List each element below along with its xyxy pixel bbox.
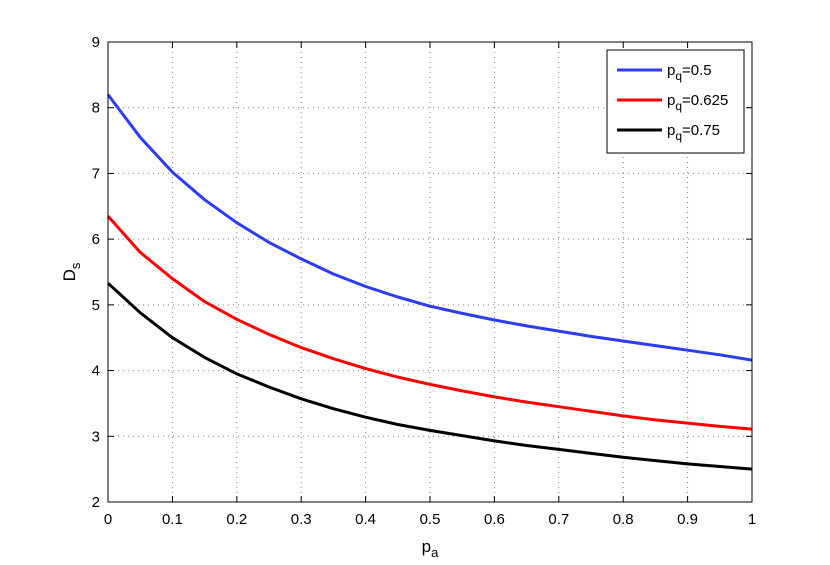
x-tick-label: 0.8	[613, 511, 634, 528]
x-axis-label-main: p	[422, 537, 431, 556]
legend-label-main: p	[667, 122, 675, 139]
y-tick-label: 5	[92, 297, 100, 314]
x-tick-label: 0.2	[226, 511, 247, 528]
x-tick-label: 0.4	[355, 511, 376, 528]
y-tick-label: 3	[92, 428, 100, 445]
y-tick-label: 4	[92, 363, 100, 380]
legend-label-rest: =0.5	[682, 62, 712, 79]
x-tick-label: 0.9	[677, 511, 698, 528]
y-tick-label: 2	[92, 494, 100, 511]
y-axis-label-text: Ds	[60, 262, 83, 281]
x-tick-label: 1	[748, 511, 756, 528]
x-tick-label: 0.6	[484, 511, 505, 528]
y-axis-label-sub: s	[68, 262, 83, 269]
x-axis-label-sub: a	[431, 545, 439, 560]
y-tick-label: 9	[92, 34, 100, 51]
legend-label-main: p	[667, 62, 675, 79]
y-axis-label-main: D	[60, 269, 79, 281]
series-line-2	[108, 283, 752, 469]
x-tick-label: 0.7	[548, 511, 569, 528]
legend-label-sub: q	[675, 69, 682, 83]
x-axis-label: pa	[422, 537, 439, 560]
x-tick-label: 0.1	[162, 511, 183, 528]
legend-label-rest: =0.75	[682, 122, 720, 139]
legend-label-main: p	[667, 92, 675, 109]
legend-label-sub: q	[675, 129, 682, 143]
x-tick-label: 0	[104, 511, 112, 528]
legend-label-sub: q	[675, 99, 682, 113]
x-tick-label: 0.3	[291, 511, 312, 528]
legend-label-rest: =0.625	[682, 92, 728, 109]
y-axis-label: Ds	[60, 262, 83, 281]
y-tick-label: 6	[92, 231, 100, 248]
x-axis-label-text: pa	[422, 537, 439, 560]
y-tick-label: 8	[92, 100, 100, 117]
y-tick-label: 7	[92, 165, 100, 182]
x-tick-label: 0.5	[420, 511, 441, 528]
